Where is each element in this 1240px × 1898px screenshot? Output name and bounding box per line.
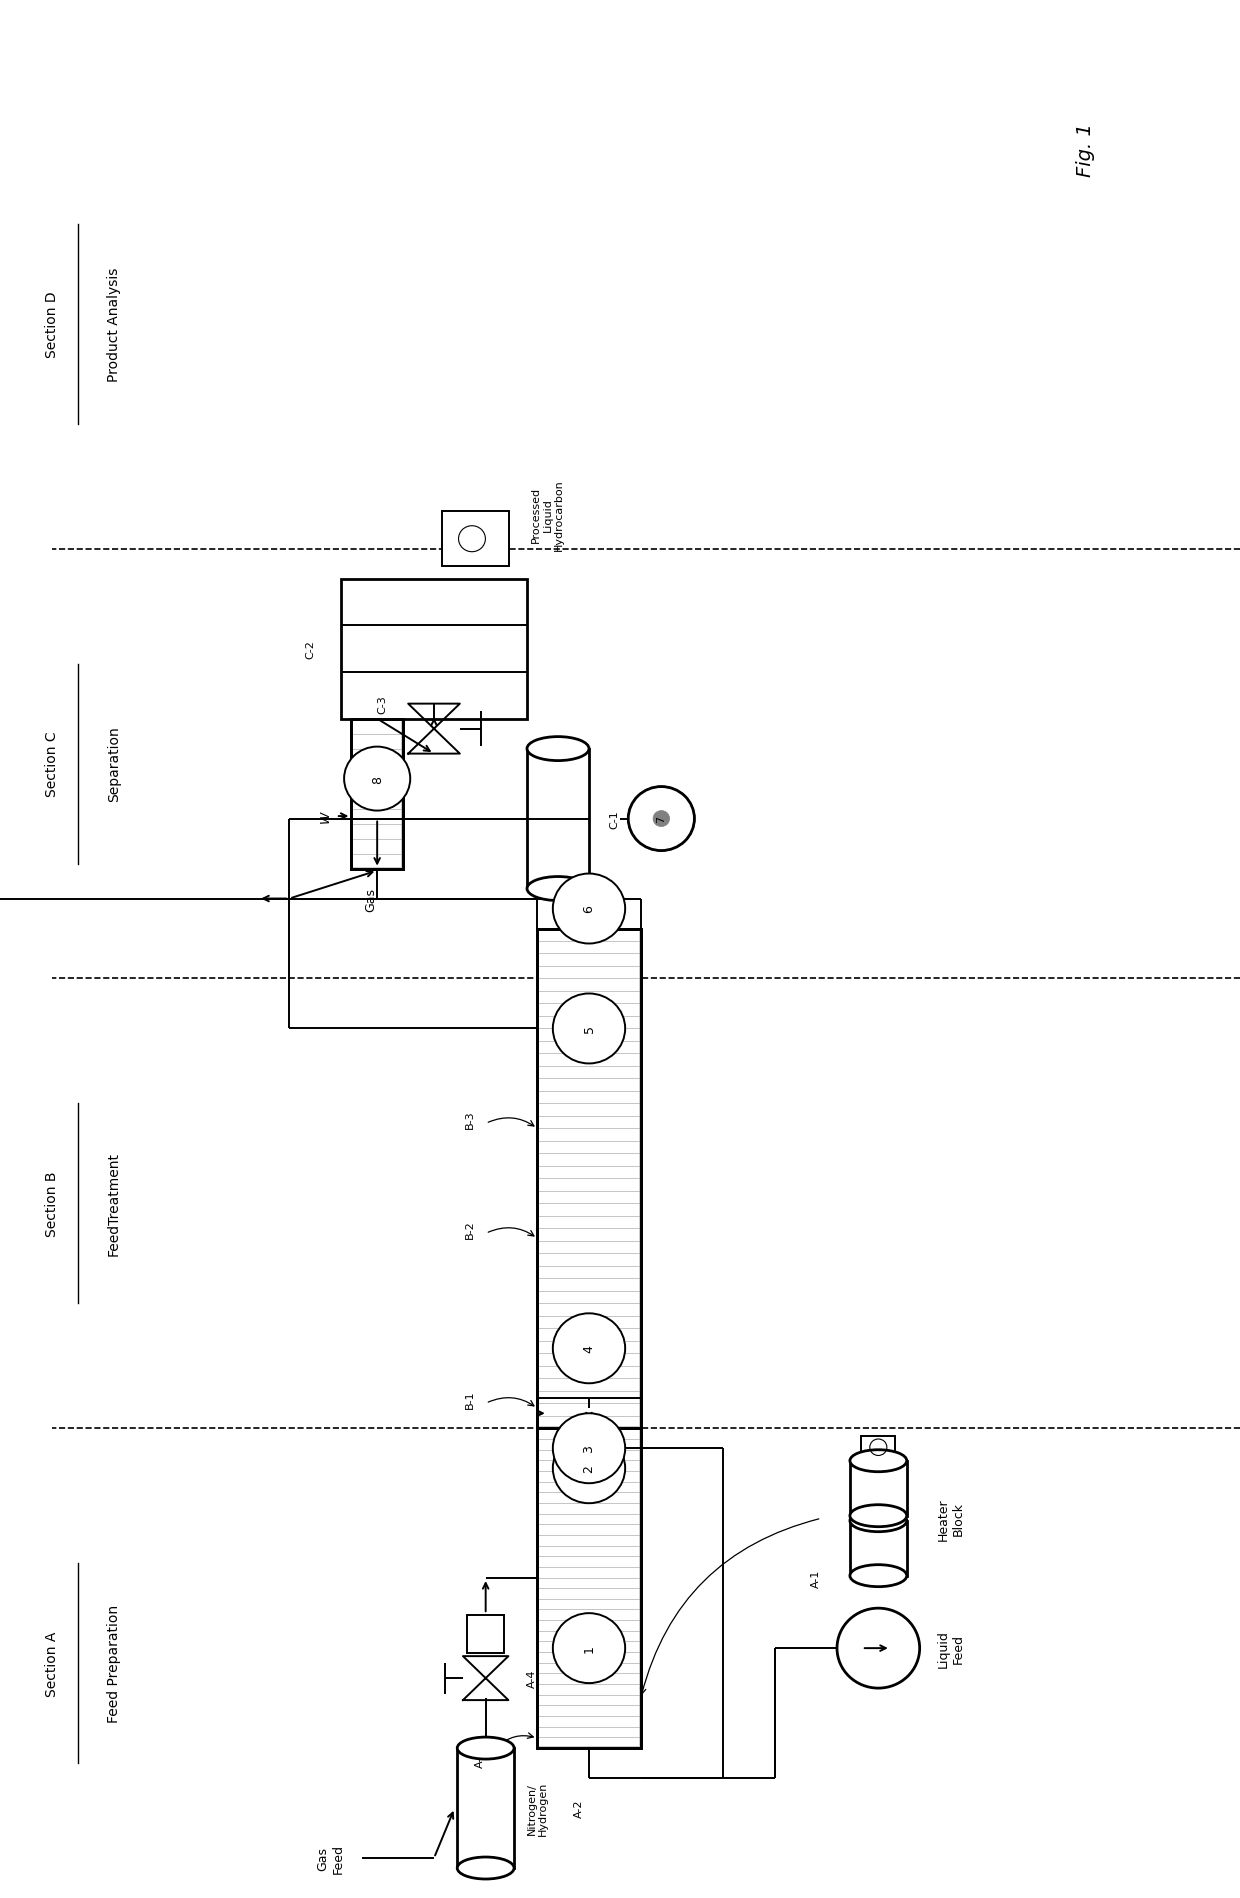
Text: Product Analysis: Product Analysis bbox=[107, 268, 120, 381]
Text: 2: 2 bbox=[583, 1465, 595, 1473]
Bar bbox=[527, 750, 589, 888]
Ellipse shape bbox=[629, 788, 694, 850]
Text: 7: 7 bbox=[656, 816, 666, 822]
Ellipse shape bbox=[629, 788, 694, 850]
Bar bbox=[849, 1461, 906, 1517]
Text: A-4: A-4 bbox=[527, 1668, 537, 1687]
Ellipse shape bbox=[553, 1613, 625, 1684]
Bar bbox=[341, 579, 527, 719]
Ellipse shape bbox=[527, 877, 589, 902]
Ellipse shape bbox=[527, 736, 589, 761]
Bar bbox=[539, 1431, 639, 1746]
Text: Heater
Block: Heater Block bbox=[936, 1498, 965, 1539]
Text: 4: 4 bbox=[583, 1344, 595, 1353]
Text: A-2: A-2 bbox=[574, 1799, 584, 1818]
Text: Processed
Liquid
Hydrocarbon: Processed Liquid Hydrocarbon bbox=[531, 478, 564, 550]
Text: Liquid
Feed: Liquid Feed bbox=[936, 1628, 965, 1666]
Bar bbox=[537, 928, 641, 1429]
Ellipse shape bbox=[849, 1511, 906, 1532]
Ellipse shape bbox=[345, 748, 410, 810]
Ellipse shape bbox=[553, 1414, 625, 1484]
Text: 1: 1 bbox=[583, 1644, 595, 1651]
Text: Section B: Section B bbox=[45, 1171, 58, 1236]
Text: C-1: C-1 bbox=[610, 810, 620, 829]
Text: A-1: A-1 bbox=[811, 1570, 821, 1587]
Ellipse shape bbox=[370, 771, 386, 788]
Text: Section A: Section A bbox=[45, 1630, 58, 1697]
Ellipse shape bbox=[849, 1564, 906, 1587]
Ellipse shape bbox=[837, 1608, 920, 1687]
Text: Gas: Gas bbox=[365, 886, 377, 911]
Ellipse shape bbox=[458, 1737, 515, 1759]
Text: 6: 6 bbox=[583, 905, 595, 913]
Bar bbox=[537, 928, 641, 1429]
Ellipse shape bbox=[553, 1433, 625, 1503]
Text: C-2: C-2 bbox=[305, 640, 315, 659]
Bar bbox=[537, 1429, 641, 1748]
Text: Section C: Section C bbox=[45, 731, 58, 797]
Text: Fig. 1: Fig. 1 bbox=[1075, 123, 1095, 177]
Text: Feed Preparation: Feed Preparation bbox=[107, 1604, 120, 1721]
Ellipse shape bbox=[553, 875, 625, 943]
Text: FeedTreatment: FeedTreatment bbox=[107, 1152, 120, 1256]
Text: B-3: B-3 bbox=[465, 1110, 475, 1127]
Ellipse shape bbox=[653, 810, 670, 828]
Bar bbox=[351, 719, 403, 869]
Ellipse shape bbox=[553, 995, 625, 1065]
Text: W: W bbox=[319, 810, 332, 824]
Ellipse shape bbox=[849, 1450, 906, 1473]
Text: 5: 5 bbox=[583, 1025, 595, 1033]
Text: 3: 3 bbox=[583, 1444, 595, 1452]
Text: Separation: Separation bbox=[107, 727, 120, 803]
Ellipse shape bbox=[458, 1856, 515, 1879]
Bar bbox=[441, 512, 508, 568]
Text: Nitrogen/
Hydrogen: Nitrogen/ Hydrogen bbox=[527, 1780, 548, 1835]
Text: B-2: B-2 bbox=[465, 1219, 475, 1237]
Ellipse shape bbox=[553, 1313, 625, 1384]
Text: Section D: Section D bbox=[45, 292, 58, 359]
Bar bbox=[539, 932, 639, 1427]
Bar bbox=[849, 1520, 906, 1575]
Bar bbox=[537, 1429, 641, 1748]
Text: B-1: B-1 bbox=[465, 1389, 475, 1408]
Text: A-3: A-3 bbox=[475, 1748, 485, 1767]
Text: 8: 8 bbox=[371, 774, 383, 784]
Bar bbox=[467, 1615, 505, 1653]
Bar bbox=[862, 1437, 895, 1458]
Text: 7: 7 bbox=[655, 814, 668, 824]
Ellipse shape bbox=[849, 1505, 906, 1526]
Bar bbox=[458, 1748, 515, 1868]
Text: C-3: C-3 bbox=[377, 695, 387, 714]
Text: Gas
Feed: Gas Feed bbox=[316, 1843, 345, 1873]
Bar bbox=[351, 719, 403, 869]
Bar bbox=[353, 721, 401, 867]
